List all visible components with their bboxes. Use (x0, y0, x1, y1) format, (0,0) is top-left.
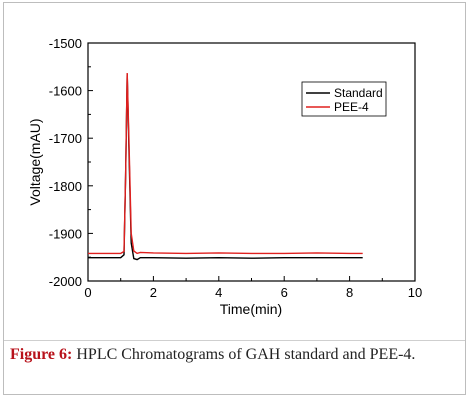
axis-ticks: 0 2 4 6 8 10 -2000 -1900 -1800 -1700 -1600 -1500 (49, 36, 422, 300)
y-tick-label: -2000 (49, 274, 82, 289)
caption-lead: Figure 6: (10, 346, 73, 363)
legend-label: Standard (334, 86, 383, 100)
y-tick-label: -1600 (49, 84, 82, 99)
x-tick-label: 8 (346, 285, 353, 300)
y-tick-label: -1700 (49, 131, 82, 146)
y-tick-label: -1500 (49, 36, 82, 51)
y-tick-label: -1900 (49, 226, 82, 241)
figure-frame (3, 2, 466, 395)
y-tick-label: -1800 (49, 179, 82, 194)
caption-text: HPLC Chromatograms of GAH standard and P… (72, 346, 416, 363)
series-layer (88, 72, 363, 261)
plot-area (87, 42, 416, 282)
legend-label: PEE-4 (334, 100, 369, 114)
x-tick-label: 0 (84, 285, 91, 300)
x-axis-label: Time(min) (220, 301, 282, 317)
x-tick-label: 10 (408, 285, 422, 300)
caption-band (4, 340, 465, 381)
x-tick-label: 2 (150, 285, 157, 300)
figure-caption: Figure 6: HPLC Chromatograms of GAH stan… (10, 346, 415, 364)
legend-box (301, 81, 387, 117)
y-axis-label: Voltage(mAU) (27, 118, 43, 205)
series-line-pee-4 (88, 72, 363, 255)
x-tick-label: 4 (215, 285, 222, 300)
plot-frame (87, 42, 416, 282)
x-tick-label: 6 (281, 285, 288, 300)
